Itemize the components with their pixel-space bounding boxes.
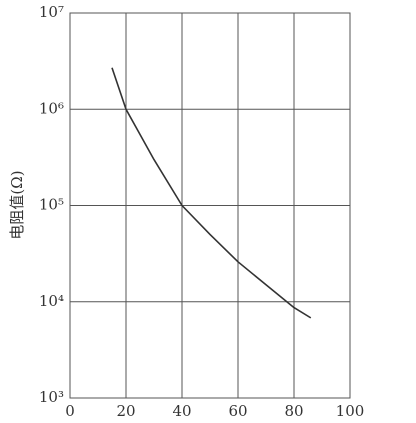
x-tick-label: 80 [284,402,303,420]
x-tick-label: 60 [228,402,247,420]
y-tick-label: 10⁴ [39,292,64,310]
y-tick-label: 10⁶ [39,99,64,117]
data-line [111,67,312,319]
y-tick-label: 10⁷ [39,3,64,21]
x-tick-label: 100 [336,402,365,420]
y-axis-label: 电阻值(Ω) [8,170,26,239]
y-tick-label: 10³ [39,388,64,406]
x-tick-label: 0 [65,402,75,420]
y-tick-label: 10⁵ [39,196,64,214]
x-tick-label: 20 [116,402,135,420]
x-tick-label: 40 [172,402,191,420]
